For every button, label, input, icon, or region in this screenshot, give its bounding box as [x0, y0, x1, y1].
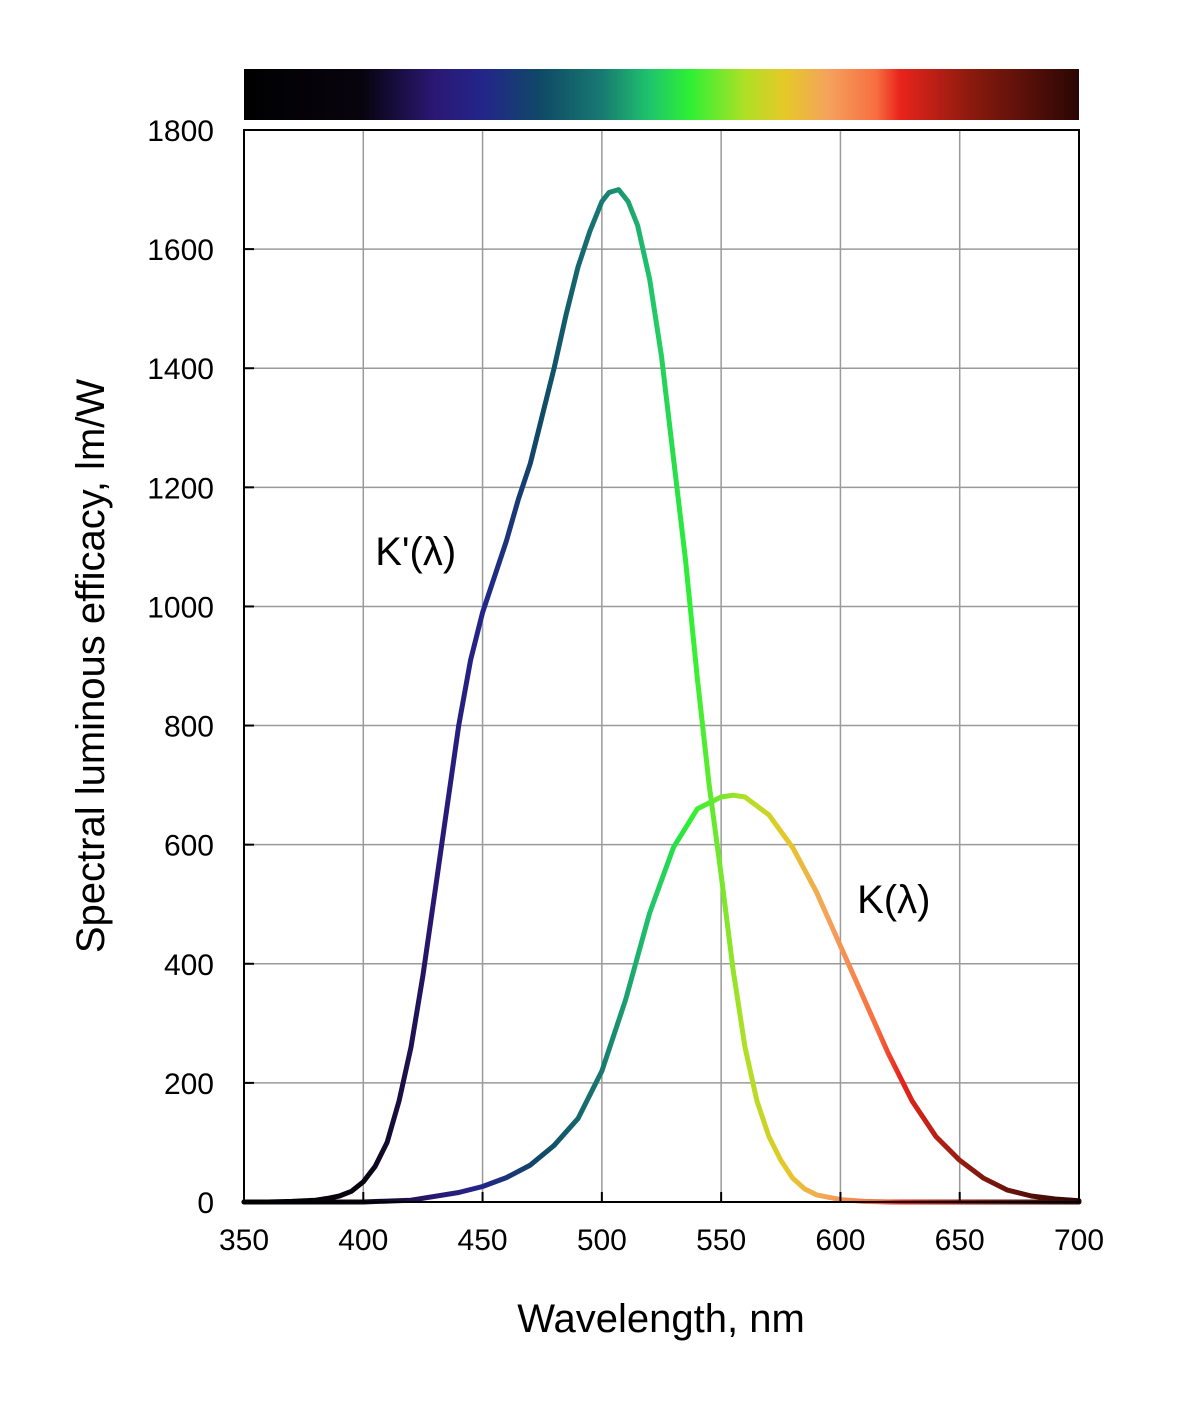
- y-tick-label: 400: [164, 949, 214, 982]
- x-tick-label: 450: [458, 1224, 508, 1257]
- x-tick-label: 500: [577, 1224, 627, 1257]
- y-axis-title: Spectral luminous efficacy, lm/W: [69, 379, 113, 954]
- y-tick-label: 1400: [147, 353, 214, 386]
- x-axis-title: Wavelength, nm: [517, 1297, 805, 1341]
- series-label-k-prime: K'(λ): [375, 530, 456, 574]
- x-tick-label: 350: [219, 1224, 269, 1257]
- x-tick-label: 650: [935, 1224, 985, 1257]
- y-tick-label: 600: [164, 830, 214, 863]
- x-tick-label: 600: [815, 1224, 865, 1257]
- grid-lines: [244, 130, 1079, 1202]
- y-tick-label: 1800: [147, 115, 214, 148]
- series-line-k-prime: [241, 187, 1082, 1205]
- x-tick-label: 700: [1054, 1224, 1104, 1257]
- spectrum-colorbar: [244, 69, 1079, 120]
- series-label-k: K(λ): [857, 878, 930, 922]
- plot-frame: [243, 129, 1080, 1203]
- y-tick-label: 1000: [147, 591, 214, 624]
- y-tick-label: 200: [164, 1068, 214, 1101]
- curves: [241, 187, 1082, 1205]
- y-tick-label: 1600: [147, 234, 214, 267]
- series-line-k: [241, 792, 1082, 1205]
- y-tick-label: 800: [164, 711, 214, 744]
- x-tick-label: 400: [338, 1224, 388, 1257]
- y-tick-label: 0: [197, 1187, 214, 1220]
- axis-ticks: 350 400 450 500 550 600 650 700 0 200 400 600 800 100…: [147, 115, 1104, 1257]
- y-tick-label: 1200: [147, 472, 214, 505]
- x-tick-label: 550: [696, 1224, 746, 1257]
